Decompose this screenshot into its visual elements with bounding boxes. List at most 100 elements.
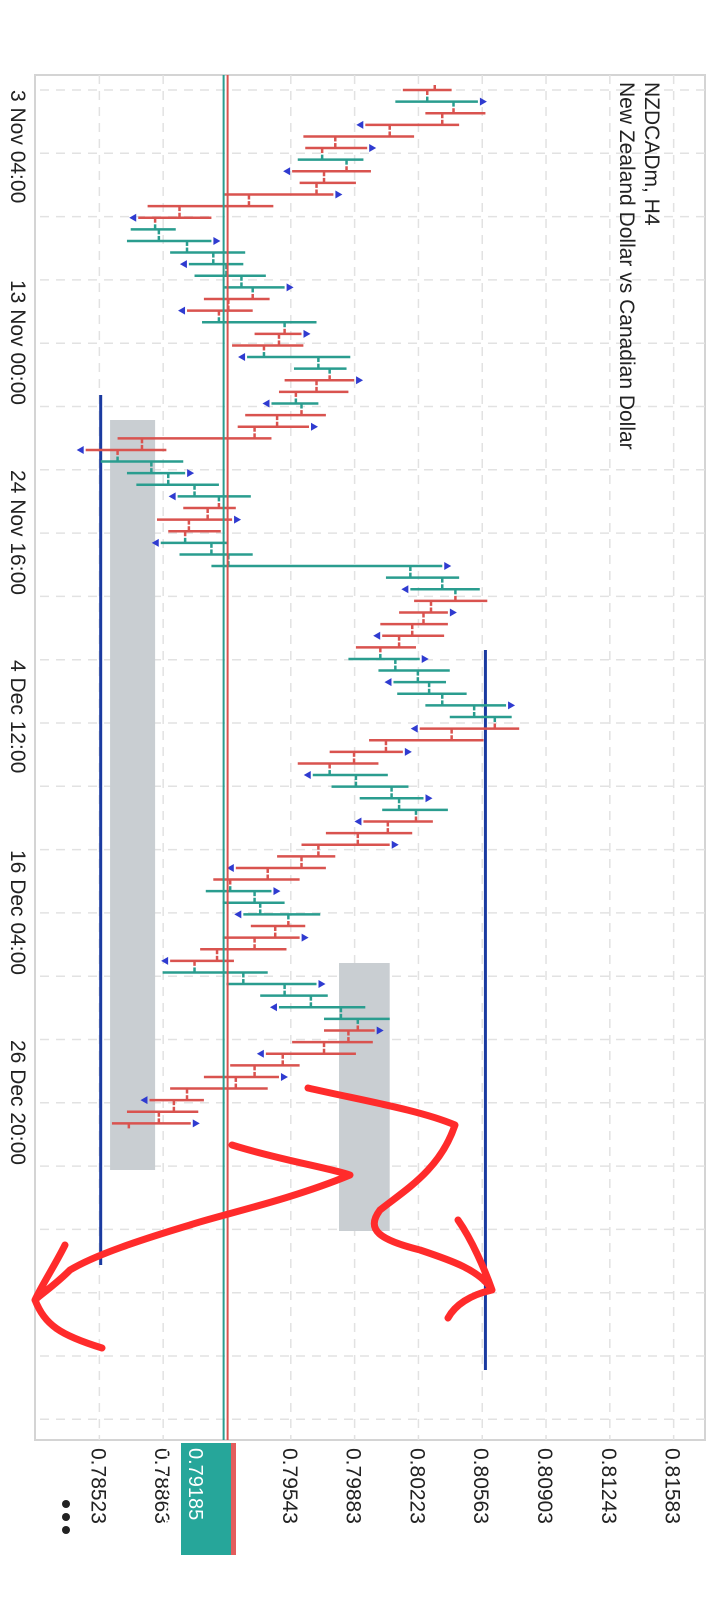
support-zone bbox=[110, 420, 156, 1170]
current-price-value: 0.79185 bbox=[184, 1448, 206, 1520]
ohlc-bar-69 bbox=[205, 886, 281, 897]
ohlc-bar-44 bbox=[414, 595, 488, 606]
ohlc-bar-15 bbox=[179, 259, 244, 270]
ohlc-bar-0 bbox=[402, 85, 452, 95]
ohlc-bar-64 bbox=[325, 828, 413, 839]
hand-drawn-annotation bbox=[31, 1084, 496, 1352]
ohlc-bar-88 bbox=[126, 1106, 199, 1117]
fractal-down-marker-83 bbox=[256, 1049, 264, 1058]
ohlc-bar-85 bbox=[203, 1071, 288, 1082]
fractal-down-marker-7 bbox=[283, 167, 291, 176]
ohlc-bar-21 bbox=[254, 328, 311, 339]
ohlc-bar-87 bbox=[140, 1095, 204, 1106]
fractal-down-marker-19 bbox=[178, 306, 186, 315]
ohlc-bar-35 bbox=[168, 491, 251, 502]
ohlc-bar-56 bbox=[369, 735, 484, 746]
ohlc-bar-70 bbox=[222, 897, 285, 908]
ohlc-bar-8 bbox=[299, 177, 356, 188]
fractal-up-marker-53 bbox=[508, 701, 516, 710]
price-tick-label-3: 0.79883 bbox=[342, 1448, 365, 1524]
ohlc-bar-1 bbox=[395, 96, 487, 107]
fractal-up-marker-21 bbox=[303, 329, 311, 338]
fractal-up-marker-89 bbox=[192, 1119, 200, 1128]
fractal-down-marker-87 bbox=[140, 1096, 148, 1105]
ohlc-bar-61 bbox=[359, 793, 433, 804]
ohlc-bar-6 bbox=[297, 154, 364, 165]
ohlc-bar-71 bbox=[234, 909, 321, 920]
ohlc-bar-63 bbox=[354, 816, 433, 827]
ohlc-bar-79 bbox=[269, 1002, 366, 1013]
ohlc-bar-47 bbox=[373, 630, 445, 641]
ohlc-bar-3 bbox=[356, 119, 460, 130]
ohlc-bar-82 bbox=[292, 1037, 373, 1048]
chart-title: New Zealand Dollar vs Canadian Dollar bbox=[615, 82, 638, 450]
ohlc-bar-27 bbox=[262, 398, 319, 409]
ohlc-bar-54 bbox=[449, 712, 512, 722]
ohlc-bar-11 bbox=[129, 212, 212, 223]
ohlc-bar-37 bbox=[156, 514, 242, 525]
ohlc-bar-89 bbox=[111, 1118, 200, 1129]
countdown-timer: 01:49:41 bbox=[160, 1448, 182, 1526]
fractal-down-marker-71 bbox=[234, 910, 242, 919]
fractal-down-marker-23 bbox=[238, 353, 246, 362]
levels bbox=[99, 395, 487, 1370]
fractal-down-marker-3 bbox=[356, 120, 364, 129]
ohlc-bar-26 bbox=[278, 386, 349, 397]
current-price-tag: 0.79185 01:49:41 bbox=[160, 1443, 236, 1555]
ohlc-bar-66 bbox=[277, 851, 336, 862]
fractal-down-marker-43 bbox=[401, 585, 409, 594]
fractal-up-marker-33 bbox=[187, 469, 195, 478]
ohlc-bar-83 bbox=[256, 1048, 356, 1059]
annotation-arrow-right bbox=[304, 1084, 496, 1322]
ohlc-bar-48 bbox=[355, 642, 416, 653]
fractal-down-marker-27 bbox=[262, 399, 270, 408]
price-tick-label-5: 0.80563 bbox=[469, 1448, 492, 1524]
price-tick-label-2: 0.79543 bbox=[278, 1448, 301, 1524]
ohlc-bar-34 bbox=[136, 479, 219, 490]
more-options-icon[interactable] bbox=[54, 1500, 78, 1536]
ohlc-bar-72 bbox=[250, 921, 306, 931]
chart-header: NZDCADm, H4 New Zealand Dollar vs Canadi… bbox=[615, 82, 663, 450]
fractal-down-marker-15 bbox=[179, 260, 187, 269]
ohlc-bar-43 bbox=[401, 584, 480, 595]
fractal-up-marker-25 bbox=[356, 376, 364, 385]
fractal-up-marker-57 bbox=[404, 747, 412, 756]
ohlc-bar-14 bbox=[170, 247, 246, 258]
ohlc-bar-38 bbox=[168, 526, 221, 537]
ohlc-bar-31 bbox=[76, 444, 167, 455]
ohlc-bar-76 bbox=[162, 967, 268, 978]
ohlc-bar-32 bbox=[100, 456, 184, 467]
ohlc-bar-22 bbox=[232, 340, 304, 351]
time-tick-label-1: 13 Nov 00:00 bbox=[6, 280, 29, 405]
fractal-up-marker-41 bbox=[444, 562, 452, 571]
ohlc-bar-23 bbox=[238, 352, 351, 363]
fractal-up-marker-5 bbox=[369, 144, 377, 153]
ohlc-bar-46 bbox=[380, 619, 448, 630]
ohlc-bar-55 bbox=[410, 723, 520, 734]
ohlc-bar-20 bbox=[202, 317, 317, 328]
fractal-down-marker-75 bbox=[161, 956, 169, 965]
ohlc-bar-60 bbox=[331, 781, 409, 792]
time-tick-label-3: 4 Dec 12:00 bbox=[6, 660, 29, 773]
price-tick-label-7: 0.81243 bbox=[597, 1448, 620, 1524]
fractal-down-marker-31 bbox=[76, 445, 84, 454]
ohlc-bar-51 bbox=[384, 677, 447, 688]
fractal-down-marker-51 bbox=[384, 678, 392, 687]
fractal-up-marker-49 bbox=[421, 654, 429, 663]
ohlc-bar-42 bbox=[385, 572, 460, 583]
price-tick-label-1: 0.78863 bbox=[150, 1448, 173, 1524]
time-tick-label-0: 3 Nov 04:00 bbox=[6, 90, 29, 203]
ohlc-bar-7 bbox=[283, 166, 371, 177]
price-tick-label-0: 0.78523 bbox=[86, 1448, 109, 1524]
ohlc-bar-16 bbox=[194, 270, 266, 281]
ohlc-bar-67 bbox=[226, 862, 326, 873]
price-tick-label-8: 0.81583 bbox=[661, 1448, 684, 1524]
fractal-up-marker-77 bbox=[318, 980, 326, 989]
price-axis: 0.78523 0.78863 0.79543 0.79883 0.80223 0.805… bbox=[86, 1448, 683, 1524]
ohlc-bar-29 bbox=[237, 421, 319, 432]
fractal-down-marker-47 bbox=[373, 631, 381, 640]
fractal-up-marker-37 bbox=[234, 515, 242, 524]
ohlc-bar-28 bbox=[245, 410, 326, 421]
ohlc-bar-17 bbox=[224, 282, 294, 293]
